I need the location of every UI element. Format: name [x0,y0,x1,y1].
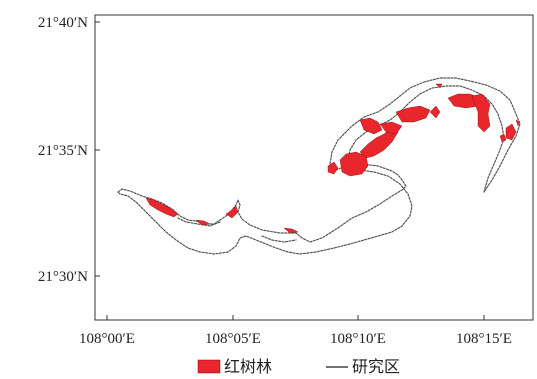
mangrove-patch [505,123,517,141]
legend-mangrove-label: 红树林 [224,357,272,376]
mangrove-patch [327,161,339,175]
mangrove-patch [145,197,179,218]
mangrove-patch [283,227,299,234]
mangrove-patch [395,105,431,123]
mangrove-patches [145,83,521,234]
y-tick-label: 21°40′N [38,15,88,31]
mangrove-patch [471,93,491,133]
legend: 红树林 研究区 [197,357,400,376]
mangrove-patch [195,219,211,226]
mangrove-patch [379,121,403,135]
y-tick-label: 21°35′N [38,143,88,159]
mangrove-patch [515,119,521,127]
mangrove-patch [499,133,507,143]
legend-mangrove-swatch [197,359,221,374]
x-tick-label: 108°10′E [330,331,386,347]
x-tick-label: 108°15′E [456,331,512,347]
y-tick-label: 21°30′N [38,269,88,285]
mangrove-patch [435,83,443,89]
mangrove-patch [359,127,399,159]
x-tick-label: 108°00′E [79,331,135,347]
mangrove-patch [429,105,441,119]
mangrove-patch [339,151,369,177]
mangrove-patch [359,117,383,135]
mangrove-patch [225,205,239,219]
x-tick-label: 108°05′E [205,331,261,347]
map-frame [94,14,534,321]
legend-boundary-label: 研究区 [352,357,400,376]
